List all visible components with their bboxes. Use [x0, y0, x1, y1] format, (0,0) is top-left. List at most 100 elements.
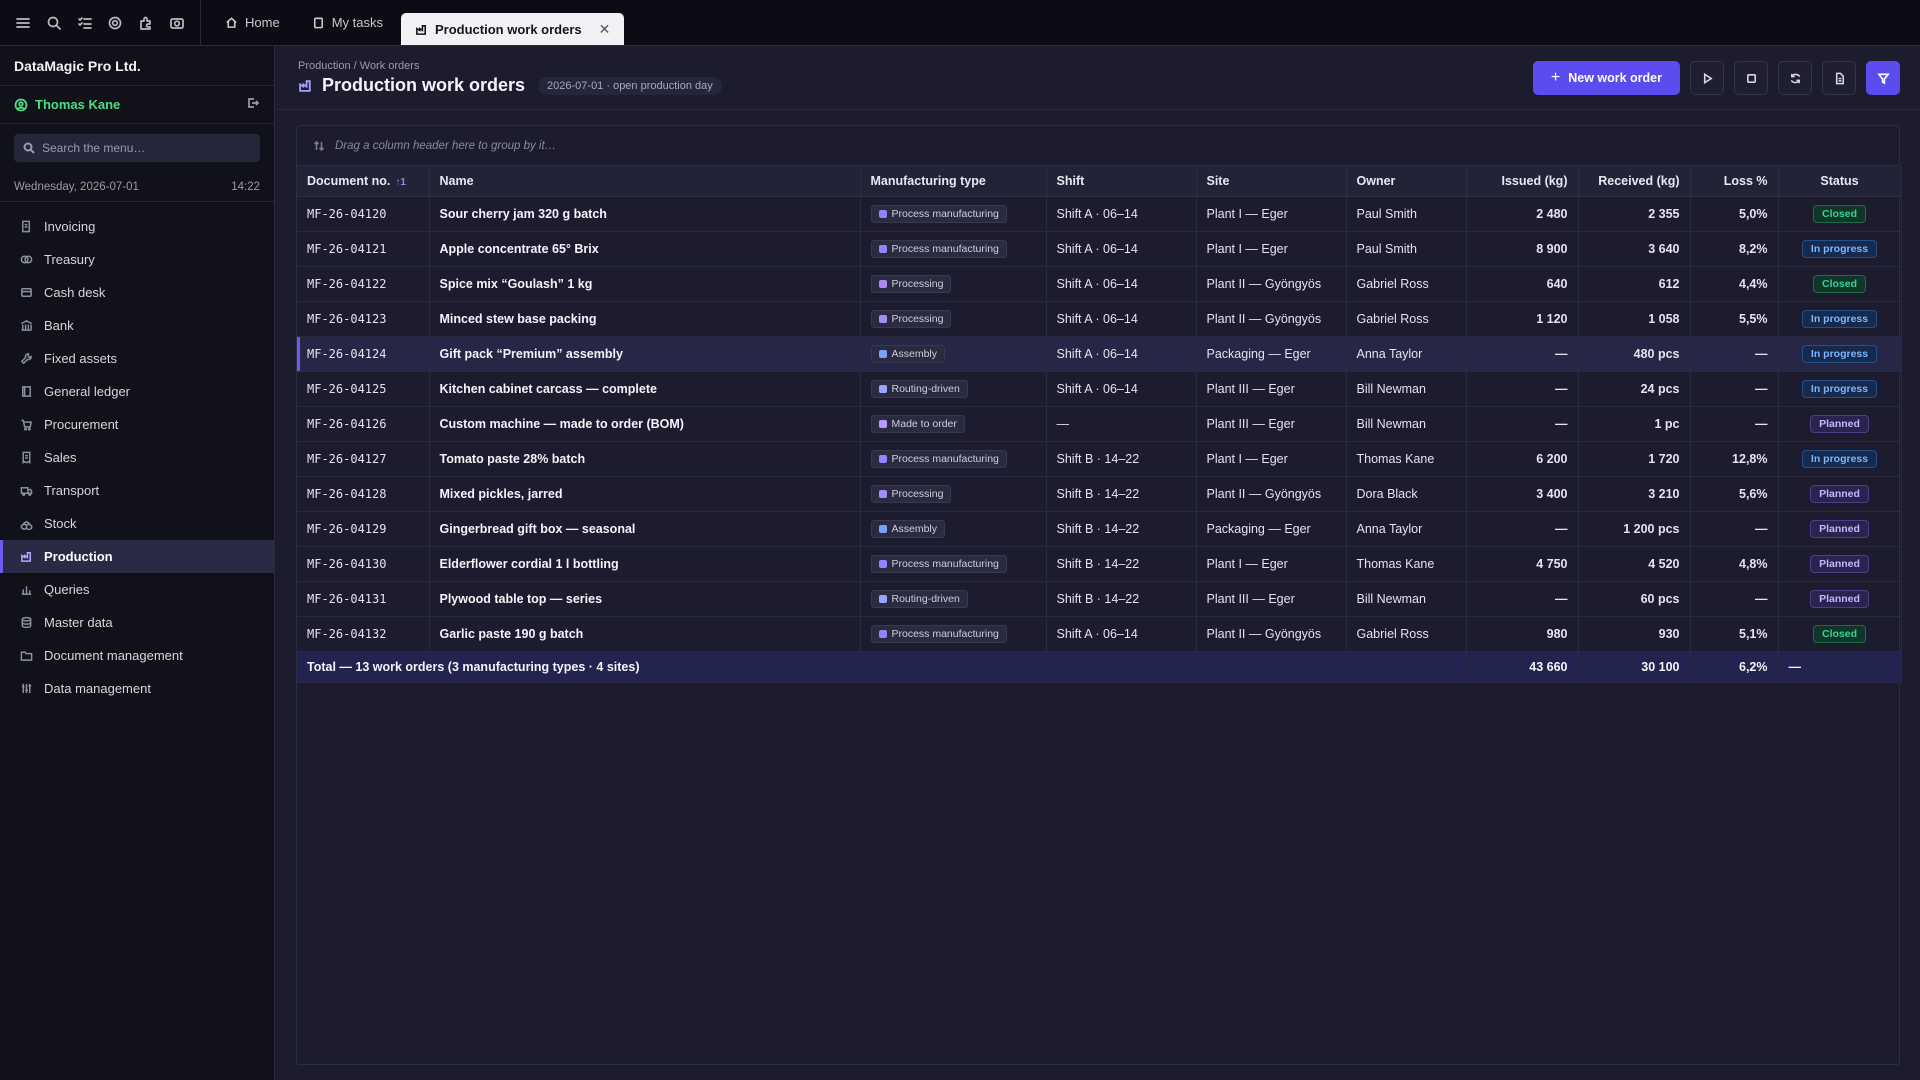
- breadcrumb[interactable]: Production / Work orders: [298, 60, 420, 72]
- table-row[interactable]: MF-26-04123 Minced stew base packing Proce…: [297, 301, 1902, 337]
- sidebar-item-transport[interactable]: Transport: [0, 474, 274, 507]
- sidebar-item-production[interactable]: Production: [0, 540, 274, 573]
- column-header-document-no[interactable]: Document no. ↑1: [297, 166, 430, 197]
- sidebar-item-invoicing[interactable]: Invoicing: [0, 210, 274, 243]
- top-toolbar: [0, 0, 201, 45]
- cell-document-no[interactable]: MF-26-04120: [297, 196, 430, 232]
- tab-home[interactable]: Home: [211, 7, 294, 39]
- cell-owner: Gabriel Ross: [1346, 616, 1467, 652]
- sidebar-item-sales[interactable]: Sales: [0, 441, 274, 474]
- sidebar-item-treasury[interactable]: Treasury: [0, 243, 274, 276]
- cell-issued: 2 480: [1466, 196, 1579, 232]
- cell-name[interactable]: Elderflower cordial 1 l bottling: [429, 546, 861, 582]
- cell-loss: 8,2%: [1690, 231, 1779, 267]
- table-row[interactable]: MF-26-04120 Sour cherry jam 320 g batch Pr…: [297, 196, 1902, 232]
- search-icon[interactable]: [45, 13, 64, 32]
- table-row[interactable]: MF-26-04127 Tomato paste 28% batch Process…: [297, 441, 1902, 477]
- table-row[interactable]: MF-26-04129 Gingerbread gift box — season…: [297, 511, 1902, 547]
- cell-owner: Paul Smith: [1346, 196, 1467, 232]
- column-header-shift[interactable]: Shift: [1046, 166, 1197, 197]
- sidebar-item-stock[interactable]: Stock: [0, 507, 274, 540]
- sidebar-item-data-management[interactable]: Data management: [0, 672, 274, 705]
- cell-name[interactable]: Tomato paste 28% batch: [429, 441, 861, 477]
- cell-shift: Shift A · 06–14: [1046, 196, 1197, 232]
- bank-icon: [21, 320, 32, 331]
- cell-name[interactable]: Spice mix “Goulash” 1 kg: [429, 266, 861, 302]
- table-row[interactable]: MF-26-04122 Spice mix “Goulash” 1 kg Proce…: [297, 266, 1902, 302]
- group-by-drop-zone[interactable]: Drag a column header here to group by it…: [297, 126, 1899, 166]
- status-badge: Planned: [1810, 484, 1869, 503]
- table-row[interactable]: MF-26-04132 Garlic paste 190 g batch Proce…: [297, 616, 1902, 652]
- cell-document-no[interactable]: MF-26-04126: [297, 406, 430, 442]
- table-row[interactable]: MF-26-04126 Custom machine — made to orde…: [297, 406, 1902, 442]
- cell-document-no[interactable]: MF-26-04125: [297, 371, 430, 407]
- column-header-name[interactable]: Name: [429, 166, 861, 197]
- cell-document-no[interactable]: MF-26-04127: [297, 441, 430, 477]
- cell-document-no[interactable]: MF-26-04122: [297, 266, 430, 302]
- document-button[interactable]: [1822, 61, 1856, 95]
- cell-status: Planned: [1778, 406, 1902, 442]
- cell-document-no[interactable]: MF-26-04132: [297, 616, 430, 652]
- cell-owner: Bill Newman: [1346, 581, 1467, 617]
- cell-document-no[interactable]: MF-26-04121: [297, 231, 430, 267]
- column-header-owner[interactable]: Owner: [1346, 166, 1467, 197]
- logout-icon[interactable]: [246, 96, 260, 113]
- column-header-manufacturing-type[interactable]: Manufacturing type: [860, 166, 1047, 197]
- sort-ascending-icon: ↑1: [395, 176, 406, 188]
- checklist-icon[interactable]: [75, 13, 94, 32]
- cell-document-no[interactable]: MF-26-04129: [297, 511, 430, 547]
- cell-name[interactable]: Plywood table top — series: [429, 581, 861, 617]
- filter-button[interactable]: [1866, 61, 1900, 95]
- sidebar-item-cash-desk[interactable]: Cash desk: [0, 276, 274, 309]
- cell-document-no[interactable]: MF-26-04128: [297, 476, 430, 512]
- table-row[interactable]: MF-26-04121 Apple concentrate 65° Brix Pro…: [297, 231, 1902, 267]
- column-header-site[interactable]: Site: [1196, 166, 1347, 197]
- cell-owner: Paul Smith: [1346, 231, 1467, 267]
- cell-name[interactable]: Gift pack “Premium” assembly: [429, 336, 861, 372]
- cell-document-no[interactable]: MF-26-04130: [297, 546, 430, 582]
- new-work-order-button[interactable]: + New work order: [1532, 61, 1680, 95]
- cell-name[interactable]: Sour cherry jam 320 g batch: [429, 196, 861, 232]
- refresh-button[interactable]: [1778, 61, 1812, 95]
- table-row[interactable]: MF-26-04124 Gift pack “Premium” assembly A…: [297, 336, 1902, 372]
- cell-name[interactable]: Garlic paste 190 g batch: [429, 616, 861, 652]
- tab-my-tasks[interactable]: My tasks: [298, 7, 397, 39]
- cell-name[interactable]: Mixed pickles, jarred: [429, 476, 861, 512]
- table-row[interactable]: MF-26-04128 Mixed pickles, jarred Processi…: [297, 476, 1902, 512]
- cell-name[interactable]: Minced stew base packing: [429, 301, 861, 337]
- column-header-loss[interactable]: Loss %: [1690, 166, 1779, 197]
- cell-document-no[interactable]: MF-26-04131: [297, 581, 430, 617]
- status-badge: Closed: [1812, 624, 1866, 643]
- puzzle-icon[interactable]: [137, 13, 156, 32]
- table-row[interactable]: MF-26-04125 Kitchen cabinet carcass — com…: [297, 371, 1902, 407]
- sidebar-item-master-data[interactable]: Master data: [0, 606, 274, 639]
- column-header-received[interactable]: Received (kg): [1578, 166, 1691, 197]
- cell-name[interactable]: Custom machine — made to order (BOM): [429, 406, 861, 442]
- cell-document-no[interactable]: MF-26-04124: [297, 336, 430, 372]
- cell-name[interactable]: Gingerbread gift box — seasonal: [429, 511, 861, 547]
- column-header-issued[interactable]: Issued (kg): [1466, 166, 1579, 197]
- cell-name[interactable]: Kitchen cabinet carcass — complete: [429, 371, 861, 407]
- column-header-status[interactable]: Status: [1778, 166, 1902, 197]
- table-row[interactable]: MF-26-04130 Elderflower cordial 1 l bottl…: [297, 546, 1902, 582]
- camera-icon[interactable]: [167, 13, 186, 32]
- cell-document-no[interactable]: MF-26-04123: [297, 301, 430, 337]
- manufacturing-type-badge: Assembly: [870, 519, 946, 538]
- hamburger-menu-icon[interactable]: [14, 13, 33, 32]
- stop-button[interactable]: [1734, 61, 1768, 95]
- sidebar-item-procurement[interactable]: Procurement: [0, 408, 274, 441]
- table-row[interactable]: MF-26-04131 Plywood table top — series Rou…: [297, 581, 1902, 617]
- tab-production-work-orders[interactable]: Production work orders ✕: [400, 13, 625, 45]
- gear-icon[interactable]: [106, 13, 125, 32]
- cell-name[interactable]: Apple concentrate 65° Brix: [429, 231, 861, 267]
- sidebar-item-bank[interactable]: Bank: [0, 309, 274, 342]
- menu-search-input[interactable]: [42, 141, 242, 155]
- sidebar-item-fixed-assets[interactable]: Fixed assets: [0, 342, 274, 375]
- manufacturing-type-badge: Process manufacturing: [870, 239, 1007, 258]
- sidebar-item-general-ledger[interactable]: General ledger: [0, 375, 274, 408]
- close-tab-icon[interactable]: ✕: [598, 20, 611, 37]
- sidebar-item-queries[interactable]: Queries: [0, 573, 274, 606]
- sidebar-item-document-management[interactable]: Document management: [0, 639, 274, 672]
- user-name[interactable]: Thomas Kane: [14, 97, 120, 112]
- play-button[interactable]: [1690, 61, 1724, 95]
